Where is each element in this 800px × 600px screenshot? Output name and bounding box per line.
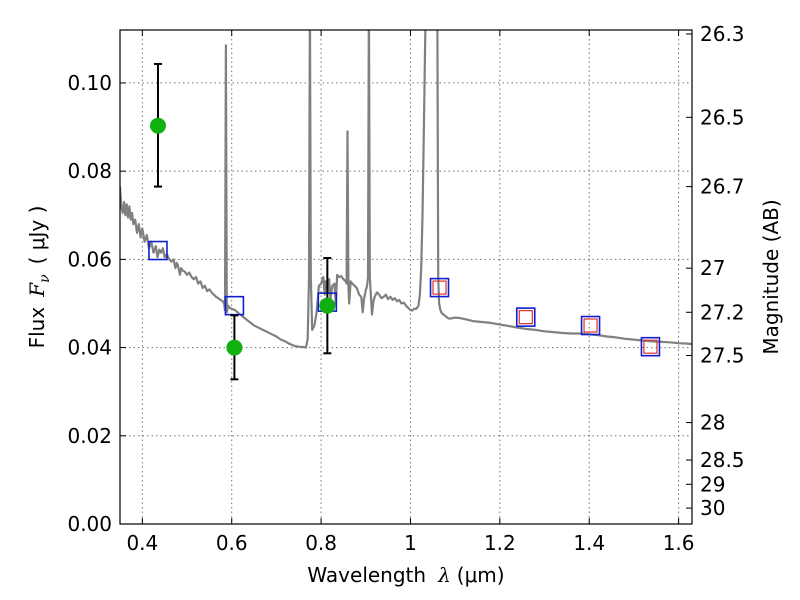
- model-photometry-marker: [518, 310, 533, 325]
- x-axis-title: Wavelength λ (μm): [307, 563, 504, 587]
- observed-point: [319, 297, 336, 314]
- photometry-marker: [580, 315, 601, 336]
- y2-tick-label: 27: [700, 256, 725, 280]
- x-tick-label: 0.4: [126, 531, 158, 555]
- error-bars: [149, 62, 336, 381]
- y2-tick-label: 28: [700, 411, 725, 435]
- y-axis-ticks: 0.00 0.02 0.04 0.06 0.08 0.10: [67, 71, 126, 536]
- y2-tick-label: 26.7: [700, 175, 745, 199]
- y-tick-label: 0.08: [67, 159, 112, 183]
- x-axis-ticks: 0.4 0.6 0.8 1 1.2 1.4 1.6: [126, 30, 695, 555]
- model-photometry-marker: [432, 280, 447, 295]
- y2-tick-label: 26.3: [700, 22, 745, 46]
- photometry-marker: [148, 240, 168, 261]
- y2-tick-label: 27.5: [700, 344, 745, 368]
- model-sed-line: [120, 30, 692, 349]
- plot-background: [120, 30, 692, 524]
- photometry-marker: [640, 336, 661, 357]
- x-tick-label: 0.6: [216, 531, 248, 555]
- photometry-marker: [515, 307, 536, 327]
- y2-axis-title: Magnitude (AB): [759, 199, 783, 354]
- x-tick-label: 1.2: [484, 531, 516, 555]
- observed-point: [226, 339, 243, 356]
- x-tick-label: 0.8: [305, 531, 337, 555]
- plot-frame: [119, 29, 693, 525]
- y2-tick-label: 30: [700, 496, 725, 520]
- y-tick-label: 0.02: [67, 424, 112, 448]
- y-tick-label: 0.00: [67, 512, 112, 536]
- y-tick-label: 0.04: [67, 336, 112, 360]
- x-tick-label: 1: [404, 531, 417, 555]
- y2-tick-label: 27.2: [700, 300, 745, 324]
- grid-lines: [120, 30, 692, 524]
- y2-tick-label: 26.5: [700, 105, 745, 129]
- y2-tick-label: 29: [700, 472, 725, 496]
- model-photometry-marker: [583, 318, 598, 333]
- x-tick-label: 1.4: [573, 531, 605, 555]
- y-tick-label: 0.10: [67, 71, 112, 95]
- y-tick-label: 0.06: [67, 247, 112, 271]
- observed-point: [149, 117, 166, 134]
- x-tick-label: 1.6: [663, 531, 695, 555]
- y2-tick-label: 28.5: [700, 448, 745, 472]
- model-photometry-marker: [643, 339, 658, 354]
- photometry-marker: [429, 277, 450, 298]
- y-axis-title: FluxFν( μJy ): [25, 206, 53, 349]
